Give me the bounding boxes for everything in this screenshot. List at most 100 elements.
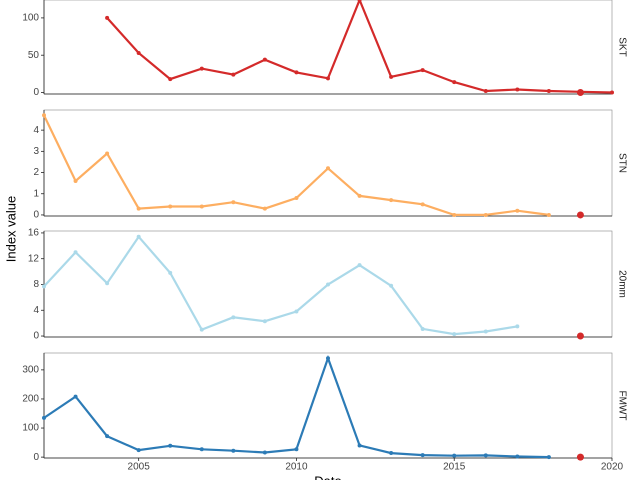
data-point xyxy=(420,326,425,331)
y-tick-label: 100 xyxy=(22,13,39,24)
data-point xyxy=(231,72,236,77)
data-point xyxy=(294,195,299,200)
series-line xyxy=(106,0,613,94)
data-point xyxy=(546,455,551,460)
highlight-point xyxy=(576,211,584,219)
data-point xyxy=(231,200,236,205)
data-point xyxy=(610,90,614,95)
strip-label: STN xyxy=(616,153,627,173)
data-point xyxy=(136,234,141,239)
y-tick-label: 8 xyxy=(33,279,39,290)
data-point xyxy=(42,284,46,289)
data-point xyxy=(168,443,173,448)
data-point xyxy=(357,263,362,268)
data-point xyxy=(136,50,141,55)
data-point xyxy=(262,57,267,62)
data-point xyxy=(105,281,110,286)
series-line xyxy=(43,235,518,336)
highlight-point xyxy=(576,89,584,97)
data-point xyxy=(73,179,78,184)
data-point xyxy=(294,447,299,452)
panel-border xyxy=(43,352,613,459)
data-point xyxy=(42,415,46,420)
data-point xyxy=(420,68,425,73)
data-point xyxy=(105,151,110,156)
x-tick-label: 2015 xyxy=(443,462,466,473)
y-tick-label: 0 xyxy=(33,87,39,98)
data-point xyxy=(294,70,299,75)
data-point xyxy=(326,166,330,171)
data-point xyxy=(262,319,267,324)
data-point xyxy=(73,394,78,399)
data-point xyxy=(326,282,330,287)
data-point xyxy=(483,329,488,334)
data-point xyxy=(105,434,110,439)
data-point xyxy=(294,309,299,314)
data-point xyxy=(483,212,488,217)
y-tick-label: 4 xyxy=(33,305,39,316)
y-tick-label: 12 xyxy=(28,253,40,264)
panel-border xyxy=(43,109,613,217)
data-point xyxy=(452,212,457,217)
data-point xyxy=(452,332,457,337)
y-tick-label: 0 xyxy=(33,452,39,463)
data-point xyxy=(357,0,362,2)
data-point xyxy=(483,89,488,94)
data-point xyxy=(483,453,488,458)
data-point xyxy=(326,76,330,81)
y-tick-label: 16 xyxy=(28,228,40,239)
y-axis-label: Index value xyxy=(3,196,18,263)
strip-label: FMWT xyxy=(616,391,627,421)
data-point xyxy=(420,202,425,207)
strip-label: SKT xyxy=(616,37,627,56)
data-point xyxy=(357,193,362,198)
data-point xyxy=(136,206,141,211)
data-point xyxy=(73,250,78,255)
data-point xyxy=(452,453,457,458)
data-point xyxy=(168,204,173,209)
data-point xyxy=(515,324,520,329)
data-point xyxy=(199,66,204,71)
y-tick-label: 200 xyxy=(22,394,39,405)
data-point xyxy=(389,74,394,79)
y-tick-label: 100 xyxy=(22,423,39,434)
data-point xyxy=(452,80,457,85)
y-tick-label: 300 xyxy=(22,365,39,376)
data-point xyxy=(389,198,394,203)
x-tick-label: 2020 xyxy=(601,462,624,473)
data-point xyxy=(389,451,394,456)
x-tick-label: 2005 xyxy=(128,462,151,473)
data-point xyxy=(262,450,267,455)
y-tick-label: 50 xyxy=(28,50,40,61)
data-point xyxy=(136,448,141,453)
y-tick-label: 0 xyxy=(33,331,39,342)
y-tick-label: 1 xyxy=(33,188,39,199)
data-point xyxy=(546,89,551,94)
data-point xyxy=(199,204,204,209)
y-tick-label: 2 xyxy=(33,167,39,178)
data-point xyxy=(515,208,520,213)
x-tick-label: 2010 xyxy=(285,462,308,473)
highlight-point xyxy=(576,453,584,461)
data-point xyxy=(231,448,236,453)
data-point xyxy=(199,327,204,332)
series-line xyxy=(43,354,549,459)
data-point xyxy=(105,15,110,20)
data-point xyxy=(546,212,551,217)
data-point xyxy=(199,447,204,452)
highlight-point xyxy=(576,332,584,340)
y-tick-label: 0 xyxy=(33,210,39,221)
data-point xyxy=(42,113,46,118)
y-tick-label: 4 xyxy=(33,125,39,136)
data-point xyxy=(420,453,425,458)
data-point xyxy=(389,283,394,288)
data-point xyxy=(168,77,173,82)
strip-label: 20mm xyxy=(616,270,627,298)
data-point xyxy=(231,315,236,320)
data-point xyxy=(262,206,267,211)
data-point xyxy=(515,454,520,459)
data-point xyxy=(326,356,330,361)
x-axis-label: Date xyxy=(314,473,341,480)
